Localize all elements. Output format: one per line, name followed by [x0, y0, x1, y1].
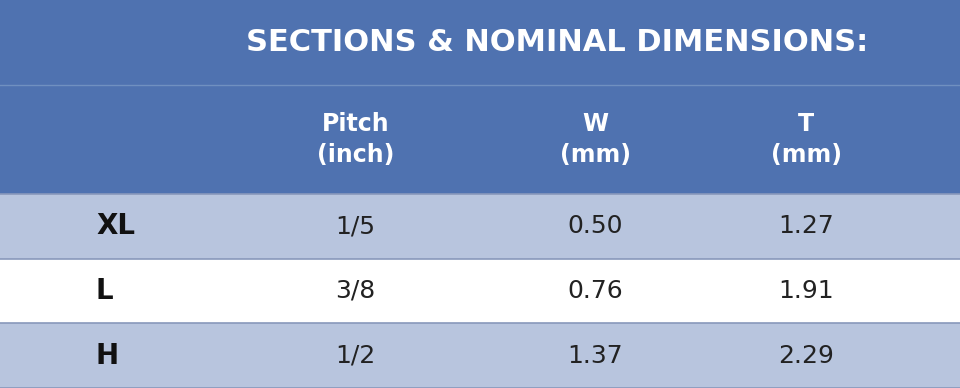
Text: XL: XL — [96, 212, 135, 240]
Text: 1.91: 1.91 — [779, 279, 834, 303]
Bar — [0, 259, 960, 323]
Text: 0.50: 0.50 — [567, 214, 623, 238]
Bar — [0, 85, 960, 194]
Text: T
(mm): T (mm) — [771, 112, 842, 168]
Text: W
(mm): W (mm) — [560, 112, 631, 168]
Text: 0.76: 0.76 — [567, 279, 623, 303]
Bar — [0, 323, 960, 388]
Text: 1/2: 1/2 — [335, 344, 375, 368]
Text: 3/8: 3/8 — [335, 279, 375, 303]
Text: SECTIONS & NOMINAL DIMENSIONS:: SECTIONS & NOMINAL DIMENSIONS: — [246, 28, 868, 57]
Text: 1.27: 1.27 — [779, 214, 834, 238]
Text: 1.37: 1.37 — [567, 344, 623, 368]
Text: 2.29: 2.29 — [779, 344, 834, 368]
Text: H: H — [96, 342, 119, 370]
Text: Pitch
(inch): Pitch (inch) — [317, 112, 394, 168]
Text: 1/5: 1/5 — [335, 214, 375, 238]
Bar — [0, 0, 960, 85]
Bar — [0, 194, 960, 259]
Text: L: L — [96, 277, 113, 305]
